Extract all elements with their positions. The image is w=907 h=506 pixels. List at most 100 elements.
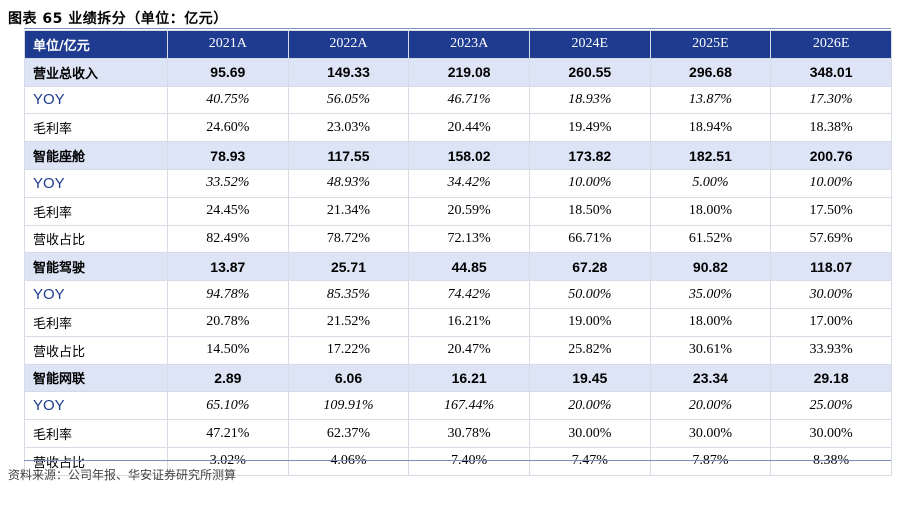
value-cell: 18.93% [528,85,651,115]
value-cell: 90.82 [649,252,772,282]
row-label: 毛利率 [24,113,168,143]
header-cell-year: 2026E [770,30,892,59]
value-cell: 74.42% [408,280,530,309]
value-cell: 57.69% [770,224,892,254]
value-cell: 78.93 [167,141,289,170]
row-label: 营收占比 [24,446,168,476]
value-cell: 20.00% [528,391,651,421]
table-row: 营收占比 14.50% 17.22% 20.47% 25.82% 30.61% 33.93% [24,335,892,365]
value-cell: 82.49% [167,224,289,254]
value-cell: 167.44% [408,391,530,421]
value-cell: 3.02% [167,446,289,476]
value-cell: 173.82 [528,141,651,170]
value-cell: 62.37% [287,419,410,448]
value-cell: 18.50% [528,196,651,226]
value-cell: 30.00% [649,419,772,448]
value-cell: 48.93% [287,168,410,198]
value-cell: 18.38% [770,113,892,143]
table-top-rule [24,28,891,29]
value-cell: 17.30% [770,85,892,115]
table-row: 毛利率 24.45% 21.34% 20.59% 18.50% 18.00% 17.50% [24,196,892,226]
value-cell: 72.13% [408,224,530,254]
table-row: 智能驾驶 13.87 25.71 44.85 67.28 90.82 118.07 [24,252,892,282]
value-cell: 40.75% [167,85,289,115]
row-label: 营业总收入 [24,57,168,87]
value-cell: 65.10% [167,391,289,421]
value-cell: 66.71% [528,224,651,254]
table-row: 营业总收入 95.69 149.33 219.08 260.55 296.68 348.01 [24,57,892,87]
header-cell-year: 2023A [408,30,530,59]
value-cell: 50.00% [528,280,651,309]
row-label: 智能网联 [24,363,168,393]
value-cell: 219.08 [408,57,530,87]
value-cell: 18.94% [649,113,772,143]
value-cell: 20.78% [167,307,289,337]
value-cell: 296.68 [649,57,772,87]
value-cell: 25.82% [528,335,651,365]
value-cell: 95.69 [167,57,289,87]
header-cell-year: 2024E [528,30,651,59]
value-cell: 33.52% [167,168,289,198]
value-cell: 24.60% [167,113,289,143]
value-cell: 20.00% [649,391,772,421]
value-cell: 16.21% [408,307,530,337]
value-cell: 33.93% [770,335,892,365]
value-cell: 20.47% [408,335,530,365]
value-cell: 200.76 [770,141,892,170]
header-cell-year: 2021A [167,30,289,59]
value-cell: 118.07 [770,252,892,282]
value-cell: 13.87 [167,252,289,282]
table-row: 营收占比 82.49% 78.72% 72.13% 66.71% 61.52% 57.69% [24,224,892,254]
value-cell: 34.42% [408,168,530,198]
value-cell: 20.44% [408,113,530,143]
value-cell: 21.52% [287,307,410,337]
row-label: YOY [24,168,168,198]
value-cell: 19.45 [528,363,651,393]
row-label: 智能驾驶 [24,252,168,282]
value-cell: 30.78% [408,419,530,448]
row-label: 毛利率 [24,419,168,448]
table-bottom-rule [24,460,891,461]
table-row: 智能座舱 78.93 117.55 158.02 173.82 182.51 200.76 [24,141,892,170]
value-cell: 158.02 [408,141,530,170]
value-cell: 56.05% [287,85,410,115]
figure-title: 图表 65 业绩拆分（单位：亿元） [8,11,228,27]
table-row: 营收占比 3.02% 4.06% 7.40% 7.47% 7.87% 8.38% [24,446,892,476]
row-label: 营收占比 [24,335,168,365]
row-label: YOY [24,391,168,421]
value-cell: 19.00% [528,307,651,337]
value-cell: 17.50% [770,196,892,226]
value-cell: 14.50% [167,335,289,365]
header-cell-year: 2025E [649,30,772,59]
value-cell: 25.71 [287,252,410,282]
value-cell: 61.52% [649,224,772,254]
table-row: 智能网联 2.89 6.06 16.21 19.45 23.34 29.18 [24,363,892,393]
source-note: 资料来源：公司年报、华安证券研究所测算 [8,468,237,482]
value-cell: 78.72% [287,224,410,254]
value-cell: 67.28 [528,252,651,282]
value-cell: 17.00% [770,307,892,337]
value-cell: 25.00% [770,391,892,421]
value-cell: 19.49% [528,113,651,143]
value-cell: 117.55 [287,141,410,170]
row-label: 智能座舱 [24,141,168,170]
value-cell: 182.51 [649,141,772,170]
value-cell: 29.18 [770,363,892,393]
value-cell: 10.00% [770,168,892,198]
value-cell: 16.21 [408,363,530,393]
value-cell: 260.55 [528,57,651,87]
table-row: YOY 40.75% 56.05% 46.71% 18.93% 13.87% 17.30% [24,85,892,115]
value-cell: 348.01 [770,57,892,87]
value-cell: 85.35% [287,280,410,309]
financial-table: 单位/亿元 2021A 2022A 2023A 2024E 2025E 2026… [24,30,892,476]
value-cell: 24.45% [167,196,289,226]
table-body: 营业总收入 95.69 149.33 219.08 260.55 296.68 348.01… [24,57,892,476]
header-cell-unit: 单位/亿元 [24,30,168,59]
value-cell: 4.06% [287,446,410,476]
value-cell: 10.00% [528,168,651,198]
row-label: YOY [24,280,168,309]
row-label: 毛利率 [24,196,168,226]
value-cell: 13.87% [649,85,772,115]
table-row: 毛利率 20.78% 21.52% 16.21% 19.00% 18.00% 17.00% [24,307,892,337]
value-cell: 6.06 [287,363,410,393]
